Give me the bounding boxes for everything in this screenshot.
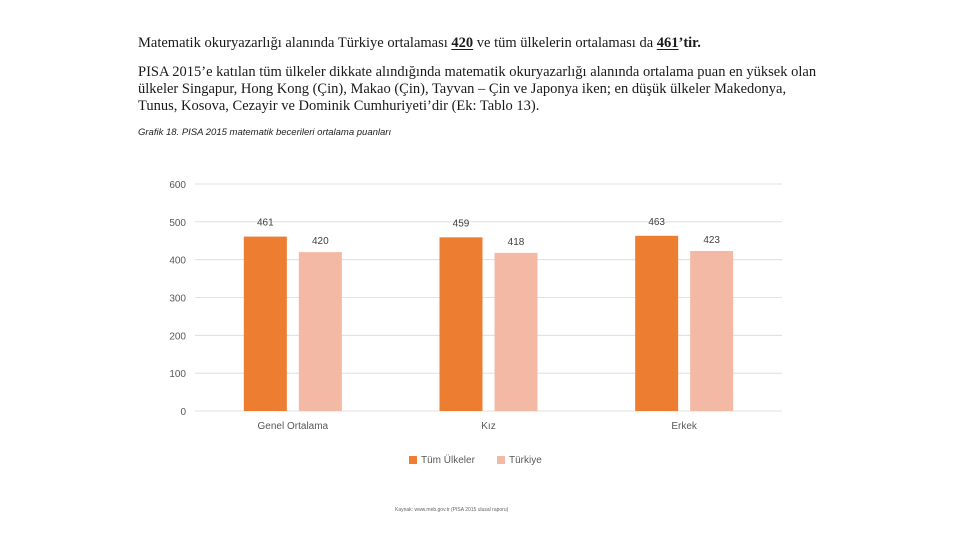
summary-line-suffix: ’tir. [678, 35, 701, 51]
y-tick-label: 400 [169, 256, 186, 267]
summary-line-text-1: Matematik okuryazarlığı alanında Türkiye… [138, 35, 452, 51]
legend-label: Tüm Ülkeler [421, 454, 476, 466]
bar-all-countries [243, 236, 287, 411]
legend-swatch [497, 456, 505, 464]
y-tick-label: 300 [169, 294, 186, 305]
summary-line: Matematik okuryazarlığı alanında Türkiye… [138, 34, 838, 52]
data-label: 459 [453, 218, 470, 229]
data-label: 420 [312, 236, 329, 247]
y-tick-label: 600 [169, 180, 186, 191]
y-tick-label: 0 [180, 407, 186, 418]
bar-turkiye [690, 250, 734, 411]
source-footer: Kaynak: www.meb.gov.tr (PISA 2015 ulusal… [395, 507, 509, 513]
data-label: 461 [257, 218, 274, 229]
y-tick-label: 200 [169, 331, 186, 342]
legend-label: Türkiye [509, 455, 542, 466]
turkiye-average-value: 420 [451, 35, 474, 51]
bar-turkiye [298, 252, 342, 411]
description-paragraph: PISA 2015’e katılan tüm ülkeler dikkate … [138, 64, 817, 114]
legend-swatch [409, 456, 417, 464]
all-countries-average-value: 461 [656, 35, 679, 51]
category-label: Genel Ortalama [258, 421, 329, 432]
summary-line-text-2: ve tüm ülkelerin ortalaması da [473, 35, 657, 51]
category-label: Kız [481, 421, 495, 432]
data-label: 418 [508, 237, 525, 248]
y-tick-label: 100 [169, 369, 186, 380]
bar-all-countries [439, 237, 483, 411]
bar-all-countries [635, 235, 679, 411]
bar-turkiye [494, 252, 538, 411]
category-label: Erkek [671, 421, 698, 432]
data-label: 423 [703, 235, 720, 246]
chart-caption: Grafik 18. PISA 2015 matematik beceriler… [138, 127, 392, 138]
y-tick-label: 500 [169, 218, 186, 229]
data-label: 463 [648, 217, 665, 228]
